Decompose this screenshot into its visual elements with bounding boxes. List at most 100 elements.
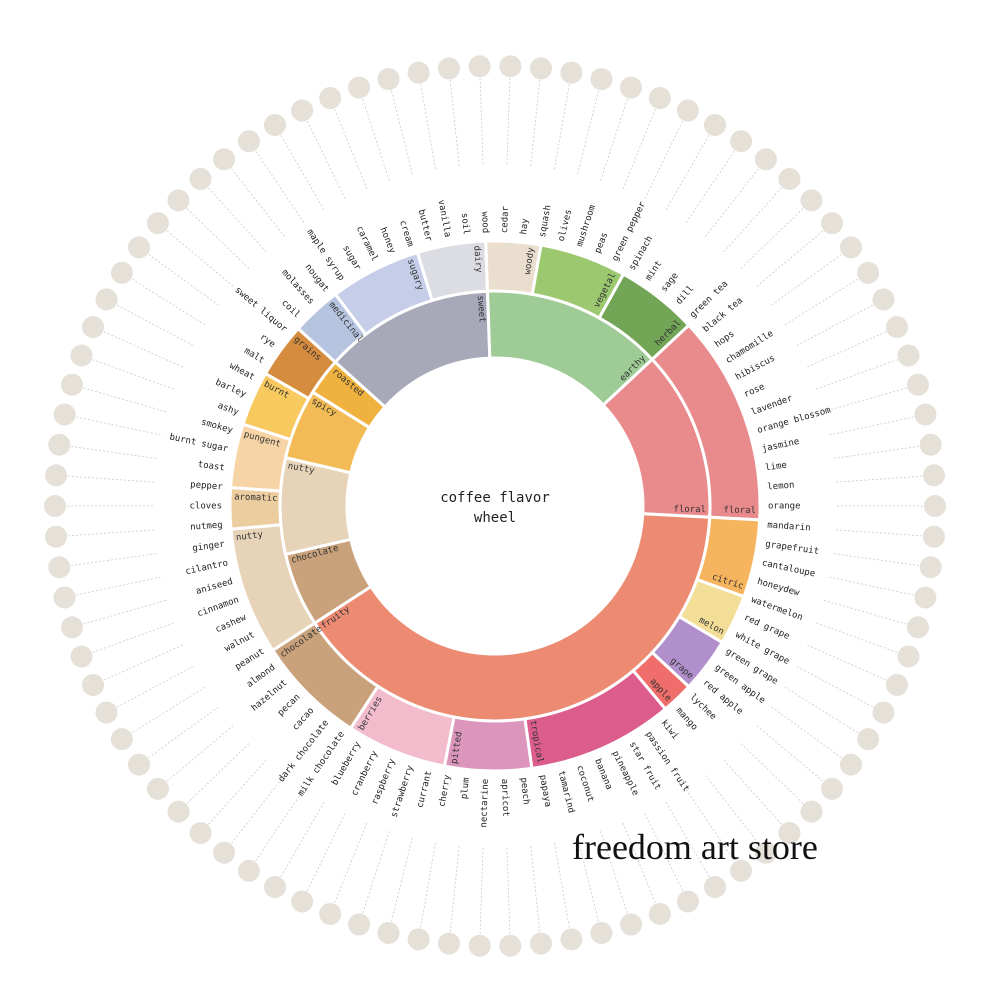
outer-label-sugar: sugar: [340, 244, 362, 273]
tick-line: [836, 529, 924, 537]
flavor-illustration-ginger: [48, 556, 71, 579]
flavor-illustration-orange: [924, 495, 946, 517]
tick-line: [644, 813, 684, 893]
flavor-illustration-kiwi: [754, 841, 777, 864]
tick-line: [577, 88, 600, 175]
outer-label-mango: mango: [674, 706, 700, 733]
outer-label-sweet-liquor: sweet liquor: [233, 285, 290, 335]
outer-label-honeydew: honeydew: [756, 577, 801, 599]
outer-label-walnut: walnut: [223, 630, 256, 654]
outer-label-cashew: cashew: [214, 613, 248, 636]
tick-line: [130, 277, 206, 326]
flavor-illustration-tamarind: [590, 921, 613, 944]
tick-line: [577, 837, 600, 924]
outer-label-hay: hay: [519, 217, 531, 235]
flavor-illustration-peas: [648, 87, 671, 110]
center-title-line2: wheel: [474, 510, 516, 526]
flavor-illustration-peach: [529, 932, 552, 955]
flavor-illustration-cloves: [44, 495, 66, 517]
flavor-illustration-jasmine: [914, 403, 937, 426]
outer-label-lime: lime: [765, 461, 788, 474]
flavor-illustration-caramel: [291, 99, 314, 122]
flavor-illustration-molasses: [189, 168, 212, 191]
tick-line: [185, 207, 250, 269]
tick-line: [823, 599, 909, 625]
outer-label-coil: coil: [279, 298, 302, 320]
tick-line: [796, 666, 875, 709]
tick-line: [823, 387, 909, 413]
inner-label-floral: floral: [673, 505, 706, 516]
flavor-illustration-cacao: [189, 821, 212, 844]
tick-line: [784, 686, 860, 735]
flavor-illustration-cedar: [499, 55, 522, 78]
tick-line: [771, 252, 844, 306]
flavor-illustration-papaya: [560, 928, 583, 951]
tick-line: [833, 445, 921, 459]
flavor-illustration-malt: [110, 261, 133, 284]
middle-label-nutty: nutty: [235, 530, 264, 543]
flavor-illustration-green-tea: [800, 189, 823, 212]
flavor-illustration-cherry: [407, 928, 430, 951]
tick-line: [723, 759, 784, 826]
middle-label-dairy: dairy: [471, 245, 483, 273]
tick-line: [506, 847, 511, 936]
tick-line: [756, 229, 825, 287]
tick-line: [81, 387, 167, 413]
outer-label-vanilla: vanilla: [436, 199, 452, 238]
flavor-illustration-maple-syrup: [237, 130, 260, 153]
flavor-illustration-nectarine: [468, 934, 491, 957]
flavor-illustration-green-apple: [839, 753, 862, 776]
tick-line: [333, 822, 368, 905]
outer-label-peach: peach: [518, 777, 531, 805]
tick-line: [115, 303, 194, 346]
tick-line: [279, 801, 325, 879]
flavor-illustration-hibiscus: [872, 288, 895, 311]
tick-line: [796, 303, 875, 346]
flavor-illustration-pepper: [45, 464, 68, 487]
flavor-illustration-wood: [468, 55, 491, 78]
tick-line: [206, 186, 267, 253]
flavor-illustration-rye: [128, 236, 151, 259]
tick-line: [756, 725, 825, 783]
outer-label-rose: rose: [743, 382, 767, 400]
tick-line: [361, 831, 390, 916]
outer-label-currant: currant: [415, 770, 434, 809]
outer-label-jasmine: jasmine: [761, 437, 800, 455]
flavor-illustration-red-grape: [885, 673, 908, 696]
tick-line: [665, 133, 711, 211]
flavor-illustration-lemon: [922, 464, 945, 487]
flavor-illustration-ashy: [70, 344, 93, 367]
tick-line: [740, 743, 805, 805]
outer-label-strawberry: strawberry: [390, 764, 416, 819]
flavor-illustration-strawberry: [348, 913, 371, 936]
flavor-illustration-mandarin: [922, 525, 945, 548]
tick-line: [836, 475, 924, 483]
middle-label-woody: woody: [523, 246, 537, 275]
outer-label-honey: honey: [377, 226, 397, 255]
flavor-illustration-rose: [885, 316, 908, 339]
tick-line: [102, 644, 183, 682]
flavor-illustration-plum: [438, 932, 461, 955]
outer-label-cedar: cedar: [500, 205, 511, 233]
flavor-illustration-mint: [730, 130, 753, 153]
tick-line: [115, 666, 194, 709]
tick-line: [229, 775, 285, 846]
tick-line: [81, 599, 167, 625]
outer-label-lavender: lavender: [750, 393, 795, 417]
flavor-illustration-green-grape: [857, 728, 880, 751]
flavor-illustration-coil: [167, 189, 190, 212]
tick-line: [206, 759, 267, 826]
tick-line: [390, 88, 413, 175]
tick-line: [66, 529, 154, 537]
flavor-illustration-watermelon: [897, 645, 920, 668]
tick-line: [600, 831, 629, 916]
tick-line: [306, 813, 346, 893]
tick-line: [723, 186, 784, 253]
outer-label-banana: banana: [592, 757, 613, 791]
outer-label-hops: hops: [713, 329, 736, 350]
tick-line: [622, 107, 657, 190]
tick-line: [419, 82, 437, 170]
flavor-illustration-smokey: [61, 373, 84, 396]
outer-label-smokey: smokey: [200, 417, 235, 436]
